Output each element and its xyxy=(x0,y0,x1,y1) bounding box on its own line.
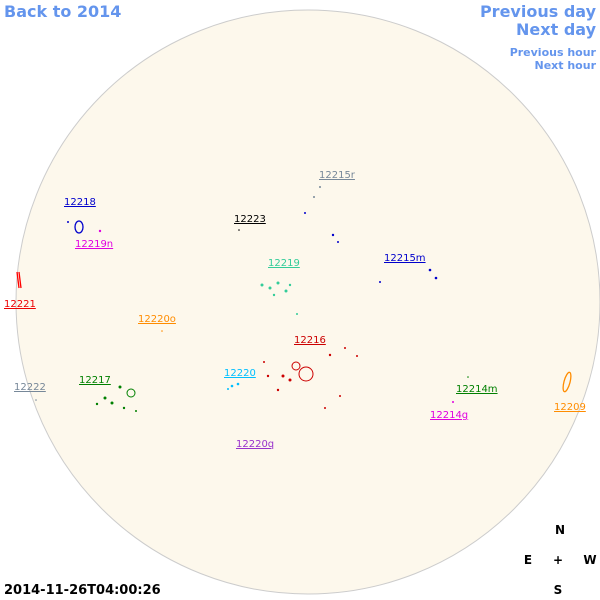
region-label[interactable]: 12220q xyxy=(236,439,274,450)
region-label[interactable]: 12219n xyxy=(75,239,113,250)
region-label[interactable]: 12215r xyxy=(319,170,356,181)
region-label[interactable]: 12214m xyxy=(456,384,498,395)
region-label[interactable]: 12221 xyxy=(4,299,36,310)
previous-day-link[interactable]: Previous day xyxy=(480,2,597,21)
next-day-link[interactable]: Next day xyxy=(516,20,597,39)
region-label[interactable]: 12220o xyxy=(138,314,176,325)
region-label[interactable]: 12209 xyxy=(554,402,586,413)
compass-north: N xyxy=(555,523,565,537)
region-label[interactable]: 12216 xyxy=(294,335,326,346)
region-label[interactable]: 12220 xyxy=(224,368,256,379)
region-label[interactable]: 12222 xyxy=(14,382,46,393)
region-label[interactable]: 12219 xyxy=(268,258,300,269)
back-link[interactable]: Back to 2014 xyxy=(4,2,121,21)
region-label[interactable]: 12215m xyxy=(384,253,426,264)
region-label[interactable]: 12218 xyxy=(64,197,96,208)
region-label[interactable]: 12217 xyxy=(79,375,111,386)
solar-disk xyxy=(15,9,600,595)
compass-east: E xyxy=(524,553,532,567)
compass-south: S xyxy=(554,583,563,597)
compass-west: W xyxy=(583,553,596,567)
region-label[interactable]: 12223 xyxy=(234,214,266,225)
previous-hour-link[interactable]: Previous hour xyxy=(510,46,597,59)
region-label[interactable]: 12214g xyxy=(430,410,468,421)
compass-center: + xyxy=(553,553,563,567)
region-features xyxy=(16,186,572,412)
timestamp: 2014-11-26T04:00:26 xyxy=(4,583,161,598)
next-hour-link[interactable]: Next hour xyxy=(535,59,597,72)
